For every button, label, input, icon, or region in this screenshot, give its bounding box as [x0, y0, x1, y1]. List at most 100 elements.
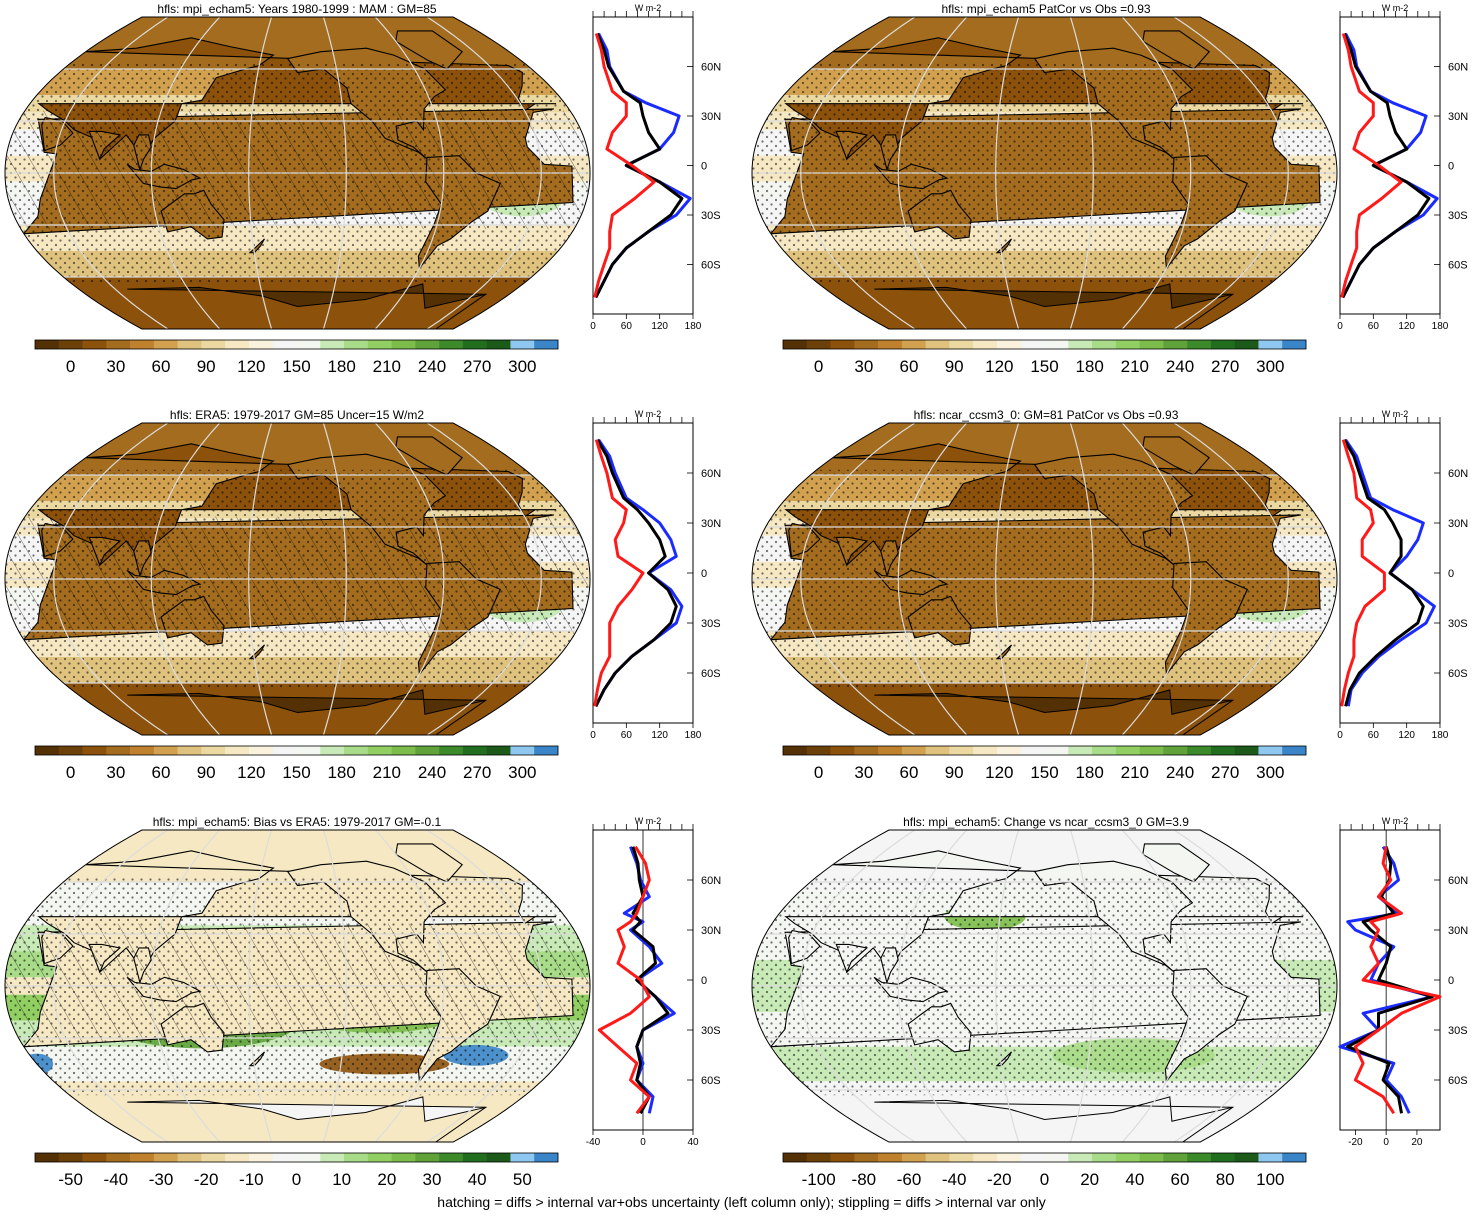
profile-x-tick-label: 0 [590, 321, 596, 332]
graticule-lon [248, 423, 273, 735]
profile-unit-label: W m-2 [635, 409, 662, 419]
colorbar-tick-label: 100 [1256, 1170, 1284, 1189]
colorbar-swatch [58, 1153, 83, 1162]
colorbar-swatch [878, 340, 903, 349]
profile-x-tick-label: 120 [1398, 730, 1415, 741]
colorbar-swatch [344, 746, 369, 755]
graticule-lon [53, 17, 169, 329]
colorbar-tick-label: 60 [1171, 1170, 1190, 1189]
colorbar-swatch [854, 746, 879, 755]
colorbar-swatch [272, 746, 297, 755]
colorbar-swatch [1068, 340, 1093, 349]
graticule-lon [374, 830, 445, 1142]
colorbar-swatch [996, 746, 1022, 755]
colorbar-swatch [949, 746, 974, 755]
land-antarctica [127, 689, 488, 735]
profile-line-black [1343, 438, 1425, 707]
colorbar-swatch [177, 746, 202, 755]
colorbar-swatch [248, 1153, 274, 1162]
colorbar-tick-label: 60 [152, 763, 171, 782]
profile-y-tick-label: 60N [1448, 875, 1468, 887]
colorbar-swatch [272, 340, 297, 349]
zonal-profile-5: W m-2 -40 0 40 60N 30N 0 30S 60S [586, 816, 721, 1148]
graticule-lon [897, 423, 968, 735]
colorbar-swatch [1092, 1153, 1117, 1162]
colorbar-tick-label: 300 [1256, 357, 1284, 376]
colorbar-swatch [201, 340, 226, 349]
colorbar-2: 0 30 60 90 120 150 180 210 240 270 300 [782, 339, 1307, 376]
colorbar-swatch [1282, 746, 1307, 755]
profile-y-tick-label: 30S [1448, 210, 1468, 222]
profile-line-red [1340, 33, 1403, 298]
colorbar-tick-label: 120 [237, 357, 265, 376]
colorbar-swatch [1044, 746, 1069, 755]
colorbar-swatch [1068, 746, 1093, 755]
colorbar-frame [34, 1152, 559, 1163]
graticule-lon [1173, 830, 1289, 1142]
profile-x-tick-label: 40 [687, 1137, 699, 1148]
profile-y-tick-label: 60N [701, 875, 721, 887]
profile-y-tick-label: 30S [701, 618, 721, 630]
zonal-profile-3: W m-2 0 60 120 180 60N 30N 0 30S 60S [590, 409, 721, 741]
profile-y-tick-label: 30N [701, 111, 721, 123]
colorbar-frame [782, 745, 1307, 756]
colorbar-tick-label: 270 [1211, 763, 1239, 782]
colorbar-tick-label: 210 [1121, 357, 1149, 376]
colorbar-swatch [177, 340, 202, 349]
profile-x-tick-label: 0 [590, 730, 596, 741]
colorbar-tick-label: 300 [1256, 763, 1284, 782]
colorbar-tick-label: 10 [332, 1170, 351, 1189]
colorbar-swatch [1258, 340, 1283, 349]
colorbar-swatch [949, 1153, 974, 1162]
colorbar-swatch [82, 340, 107, 349]
colorbar-swatch [439, 340, 464, 349]
graticule-lon [53, 830, 169, 1142]
map-panel-2 [751, 16, 1338, 330]
colorbar-swatch [391, 1153, 416, 1162]
colorbar-swatch [462, 1153, 487, 1162]
hatching-overlay [5, 110, 590, 230]
colorbar-tick-label: 210 [373, 763, 401, 782]
map-panel-4 [751, 422, 1338, 736]
land-greenland [395, 30, 464, 70]
colorbar-tick-label: 60 [900, 763, 919, 782]
profile-y-tick-label: 30S [1448, 1025, 1468, 1037]
colorbar-tick-label: 20 [377, 1170, 396, 1189]
land-greenland [395, 843, 464, 883]
map-outline [751, 829, 1338, 1143]
colorbar-tick-label: -40 [942, 1170, 967, 1189]
map-panel-6 [751, 829, 1338, 1143]
colorbar-tick-label: 120 [985, 357, 1013, 376]
colorbar-swatch [830, 340, 855, 349]
colorbar-tick-label: 150 [1030, 763, 1058, 782]
colorbar-swatch [1020, 1153, 1045, 1162]
graticule-lon [374, 423, 445, 735]
graticule-lon [1121, 830, 1192, 1142]
colorbar-swatch [415, 340, 440, 349]
land-antarctica [874, 1096, 1235, 1142]
profile-y-tick-label: 60S [701, 1075, 721, 1087]
graticule-lon [1173, 17, 1289, 329]
map-outline [751, 16, 1338, 330]
graticule-lon [248, 830, 273, 1142]
colorbar-tick-label: -60 [897, 1170, 922, 1189]
colorbar-tick-label: 90 [945, 357, 964, 376]
colorbar-tick-label: 30 [854, 357, 873, 376]
colorbar-tick-label: 20 [1080, 1170, 1099, 1189]
hatching-overlay [5, 516, 590, 636]
profile-x-tick-label: 180 [1432, 730, 1449, 741]
colorbar-swatch [486, 340, 511, 349]
colorbar-swatch [367, 1153, 392, 1162]
colorbar-swatch [462, 746, 487, 755]
colorbar-swatch [35, 340, 60, 349]
colorbar-tick-label: 210 [1121, 763, 1149, 782]
colorbar-swatch [1282, 1153, 1307, 1162]
colorbar-swatch [225, 340, 250, 349]
colorbar-tick-label: 300 [508, 357, 536, 376]
colorbar-swatch [58, 340, 83, 349]
profile-y-tick-label: 60S [1448, 260, 1468, 272]
colorbar-swatch [925, 1153, 950, 1162]
colorbar-swatch [878, 746, 903, 755]
profile-y-tick-label: 60S [701, 668, 721, 680]
colorbar-tick-label: -30 [149, 1170, 174, 1189]
